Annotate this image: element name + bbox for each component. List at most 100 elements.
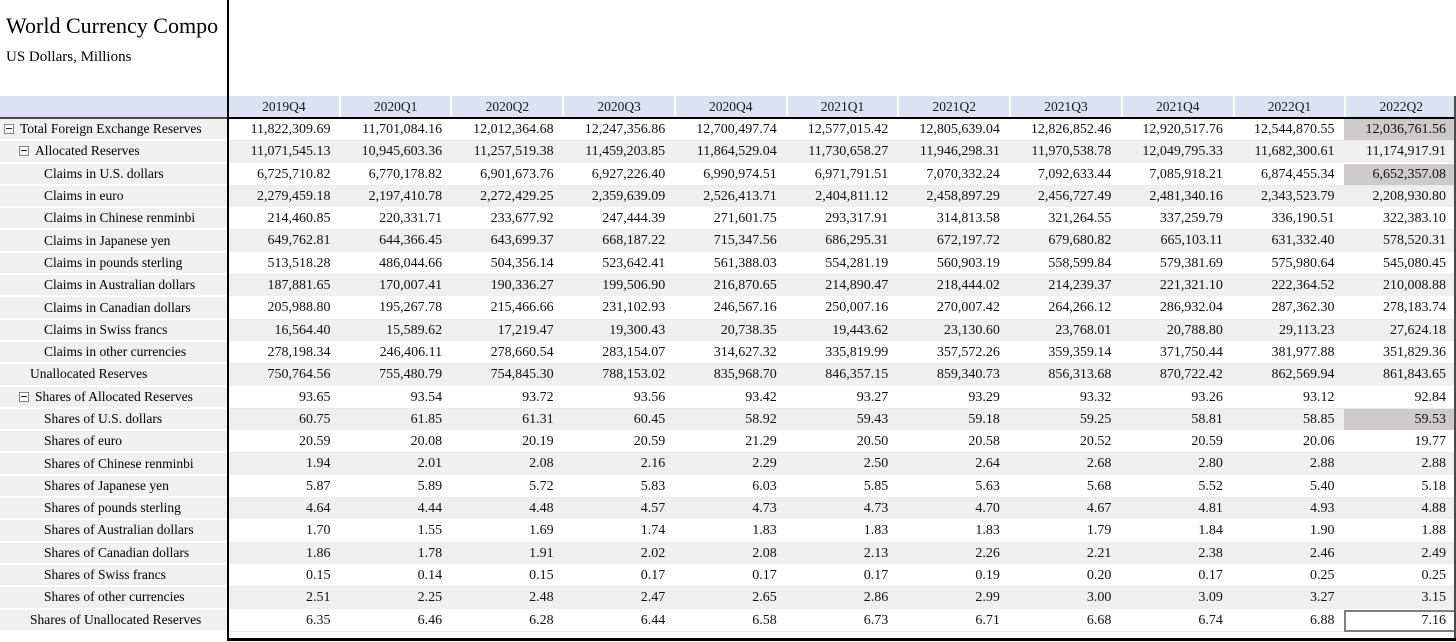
table-cell[interactable]: 859,340.73 (898, 364, 1010, 387)
table-cell[interactable]: 250,007.16 (786, 297, 899, 320)
table-cell[interactable]: 1.88 (1344, 520, 1456, 543)
table-cell[interactable]: 20.08 (340, 431, 453, 454)
table-cell[interactable]: 222,364.52 (1232, 275, 1345, 298)
row-label-claims-in-u-s-dollars[interactable]: Claims in U.S. dollars (0, 163, 227, 186)
table-cell[interactable]: 233,677.92 (452, 208, 564, 231)
table-cell[interactable]: 11,864,529.04 (675, 141, 787, 164)
row-label-shares-of-swiss-francs[interactable]: Shares of Swiss francs (0, 564, 227, 588)
table-cell[interactable]: 270,007.42 (898, 297, 1010, 320)
table-cell[interactable]: 750,764.56 (229, 364, 341, 387)
table-cell[interactable]: 6,927,226.40 (563, 163, 676, 186)
row-label-shares-of-pounds-sterling[interactable]: Shares of pounds sterling (0, 498, 227, 521)
table-cell[interactable]: 2.49 (1344, 542, 1456, 565)
table-cell[interactable]: 1.84 (1121, 520, 1233, 543)
table-cell[interactable]: 11,257,519.38 (452, 141, 564, 164)
table-cell[interactable]: 2.99 (898, 587, 1010, 610)
table-cell[interactable]: 2.08 (675, 542, 787, 565)
table-cell[interactable]: 2.88 (1232, 453, 1345, 476)
table-cell[interactable]: 6,652,357.08 (1344, 163, 1456, 186)
table-cell[interactable]: 4.70 (898, 498, 1010, 521)
table-cell[interactable]: 686,295.31 (786, 230, 899, 253)
table-cell[interactable]: 862,569.94 (1232, 364, 1345, 387)
column-header-2020q3[interactable]: 2020Q3 (564, 96, 674, 117)
table-cell[interactable]: 643,699.37 (452, 230, 564, 253)
table-cell[interactable]: 2,526,413.71 (675, 185, 787, 209)
table-cell[interactable]: 20,738.35 (675, 319, 787, 342)
table-cell[interactable]: 5.18 (1344, 475, 1456, 499)
table-cell[interactable]: 20.19 (452, 431, 564, 454)
table-cell[interactable]: 27,624.18 (1344, 319, 1456, 342)
table-cell[interactable]: 7,085,918.21 (1121, 163, 1233, 186)
table-cell[interactable]: 870,722.42 (1121, 364, 1233, 387)
table-cell[interactable]: 93.27 (786, 386, 899, 409)
table-cell[interactable]: 2.29 (675, 453, 787, 476)
table-cell[interactable]: 7,070,332.24 (898, 163, 1010, 186)
table-cell[interactable]: 287,362.30 (1232, 297, 1345, 320)
column-header-2021q4[interactable]: 2021Q4 (1122, 96, 1233, 117)
row-label-shares-of-chinese-renminbi[interactable]: Shares of Chinese renminbi (0, 453, 227, 476)
table-cell[interactable]: 665,103.11 (1121, 230, 1233, 253)
row-label-shares-of-australian-dollars[interactable]: Shares of Australian dollars (0, 520, 227, 543)
table-cell[interactable]: 1.83 (786, 520, 899, 543)
table-cell[interactable]: 10,945,603.36 (340, 141, 453, 164)
table-cell[interactable]: 210,008.88 (1344, 275, 1456, 298)
table-cell[interactable]: 12,700,497.74 (675, 119, 787, 142)
table-cell[interactable]: 1.74 (563, 520, 676, 543)
table-cell[interactable]: 1.69 (452, 520, 564, 543)
table-cell[interactable]: 6,971,791.51 (786, 163, 899, 186)
table-cell[interactable]: 2,197,410.78 (340, 185, 453, 209)
table-cell[interactable]: 5.63 (898, 475, 1010, 499)
row-label-total-foreign-exchange-reserves[interactable]: Total Foreign Exchange Reserves (0, 119, 227, 142)
table-cell[interactable]: 5.87 (229, 475, 341, 499)
table-cell[interactable]: 61.85 (340, 408, 453, 432)
table-cell[interactable]: 754,845.30 (452, 364, 564, 387)
table-cell[interactable]: 3.00 (1009, 587, 1122, 610)
table-cell[interactable]: 19.77 (1344, 431, 1456, 454)
row-label-unallocated-reserves[interactable]: Unallocated Reserves (0, 364, 227, 387)
table-cell[interactable]: 523,642.41 (563, 252, 676, 276)
column-header-2021q2[interactable]: 2021Q2 (899, 96, 1010, 117)
table-cell[interactable]: 92.84 (1344, 386, 1456, 409)
table-cell[interactable]: 2.88 (1344, 453, 1456, 476)
table-cell[interactable]: 11,071,545.13 (229, 141, 341, 164)
table-cell[interactable]: 1.70 (229, 520, 341, 543)
table-cell[interactable]: 7.16 (1344, 609, 1456, 632)
table-cell[interactable]: 93.54 (340, 386, 453, 409)
table-cell[interactable]: 60.45 (563, 408, 676, 432)
row-label-claims-in-swiss-francs[interactable]: Claims in Swiss francs (0, 319, 227, 342)
table-cell[interactable]: 5.85 (786, 475, 899, 499)
table-cell[interactable]: 59.43 (786, 408, 899, 432)
table-cell[interactable]: 5.68 (1009, 475, 1122, 499)
table-cell[interactable]: 6.03 (675, 475, 787, 499)
table-cell[interactable]: 357,572.26 (898, 341, 1010, 365)
table-cell[interactable]: 560,903.19 (898, 252, 1010, 276)
table-cell[interactable]: 4.44 (340, 498, 453, 521)
row-label-claims-in-chinese-renminbi[interactable]: Claims in Chinese renminbi (0, 208, 227, 231)
table-cell[interactable]: 371,750.44 (1121, 341, 1233, 365)
table-cell[interactable]: 5.72 (452, 475, 564, 499)
table-cell[interactable]: 214,890.47 (786, 275, 899, 298)
table-cell[interactable]: 314,627.32 (675, 341, 787, 365)
table-cell[interactable]: 579,381.69 (1121, 252, 1233, 276)
table-cell[interactable]: 5.89 (340, 475, 453, 499)
table-cell[interactable]: 1.78 (340, 542, 453, 565)
table-cell[interactable]: 246,567.16 (675, 297, 787, 320)
table-cell[interactable]: 29,113.23 (1232, 319, 1345, 342)
table-cell[interactable]: 23,768.01 (1009, 319, 1122, 342)
table-cell[interactable]: 93.65 (229, 386, 341, 409)
table-cell[interactable]: 2.64 (898, 453, 1010, 476)
table-cell[interactable]: 835,968.70 (675, 364, 787, 387)
table-cell[interactable]: 856,313.68 (1009, 364, 1122, 387)
table-cell[interactable]: 2,359,639.09 (563, 185, 676, 209)
table-cell[interactable]: 1.91 (452, 542, 564, 565)
table-cell[interactable]: 2,456,727.49 (1009, 185, 1122, 209)
table-cell[interactable]: 20.50 (786, 431, 899, 454)
table-cell[interactable]: 278,198.34 (229, 341, 341, 365)
table-cell[interactable]: 337,259.79 (1121, 208, 1233, 231)
table-cell[interactable]: 11,822,309.69 (229, 119, 341, 142)
row-label-claims-in-japanese-yen[interactable]: Claims in Japanese yen (0, 230, 227, 253)
table-cell[interactable]: 93.72 (452, 386, 564, 409)
table-cell[interactable]: 644,366.45 (340, 230, 453, 253)
table-cell[interactable]: 3.27 (1232, 587, 1345, 610)
table-cell[interactable]: 12,544,870.55 (1232, 119, 1345, 142)
